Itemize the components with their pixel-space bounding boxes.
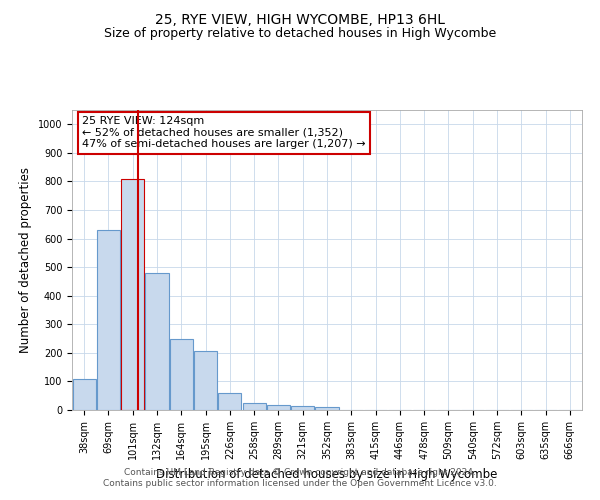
Bar [291,406,314,410]
Text: 25 RYE VIEW: 124sqm
← 52% of detached houses are smaller (1,352)
47% of semi-det: 25 RYE VIEW: 124sqm ← 52% of detached ho… [82,116,366,149]
Bar [170,338,193,410]
Bar [145,273,169,410]
Bar [97,230,120,410]
Y-axis label: Number of detached properties: Number of detached properties [19,167,32,353]
Text: Contains HM Land Registry data © Crown copyright and database right 2024.
Contai: Contains HM Land Registry data © Crown c… [103,468,497,487]
Bar [194,352,217,410]
Bar [242,403,266,410]
Bar [218,393,241,410]
X-axis label: Distribution of detached houses by size in High Wycombe: Distribution of detached houses by size … [157,468,497,480]
Text: Size of property relative to detached houses in High Wycombe: Size of property relative to detached ho… [104,28,496,40]
Bar [316,407,338,410]
Bar [73,378,95,410]
Bar [267,405,290,410]
Text: 25, RYE VIEW, HIGH WYCOMBE, HP13 6HL: 25, RYE VIEW, HIGH WYCOMBE, HP13 6HL [155,12,445,26]
Bar [121,178,144,410]
